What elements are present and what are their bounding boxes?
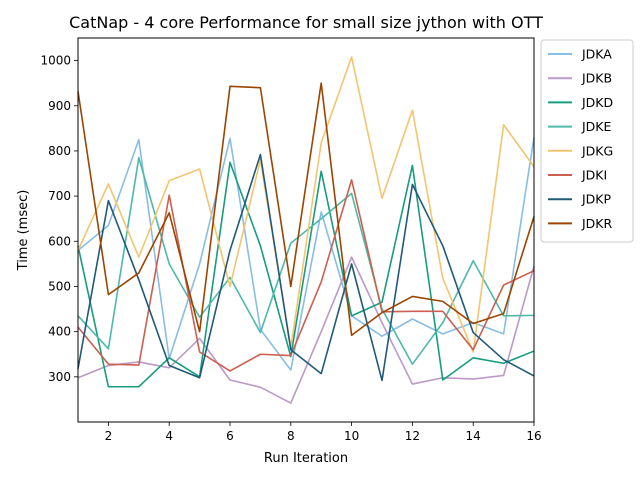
series-line-jdke — [77, 156, 535, 365]
series-line-jdkr — [77, 82, 535, 337]
x-axis-label: Run Iteration — [264, 451, 348, 466]
y-tick-label: 300 — [48, 370, 71, 384]
x-tick-label: 6 — [226, 429, 234, 443]
legend-label-jdkd: JDKD — [581, 95, 613, 110]
x-tick-label: 14 — [466, 429, 481, 443]
y-tick-label: 600 — [48, 234, 71, 248]
x-tick-label: 10 — [344, 429, 359, 443]
legend-box — [540, 39, 634, 243]
y-tick-label: 900 — [48, 99, 71, 113]
series-line-jdki — [77, 179, 535, 372]
series-line-jdkd — [77, 161, 535, 388]
series-line-jdka — [77, 137, 535, 371]
y-axis: 300 400 500 600 700 800 900 1000 — [40, 54, 78, 384]
y-axis-label: Time (msec) — [16, 190, 31, 272]
y-tick-label: 500 — [48, 279, 71, 293]
x-tick-label: 16 — [526, 429, 541, 443]
series-line-jdkg — [77, 56, 535, 353]
x-tick-label: 12 — [405, 429, 420, 443]
legend-label-jdkb: JDKB — [581, 71, 612, 86]
y-tick-label: 1000 — [40, 54, 71, 68]
x-tick-label: 2 — [105, 429, 113, 443]
series-line-jdkp — [77, 153, 535, 382]
y-tick-label: 400 — [48, 325, 71, 339]
chart-title: CatNap - 4 core Performance for small si… — [69, 13, 543, 32]
x-tick-label: 4 — [165, 429, 173, 443]
y-tick-label: 800 — [48, 144, 71, 158]
series-line-jdkb — [77, 256, 535, 404]
legend-label-jdka: JDKA — [581, 47, 612, 62]
legend-label-jdke: JDKE — [581, 119, 612, 134]
plot-frame — [77, 37, 535, 423]
x-axis: 2 4 6 8 10 12 14 16 — [105, 422, 542, 443]
legend-label-jdkr: JDKR — [581, 216, 613, 231]
legend-label-jdkp: JDKP — [581, 192, 612, 207]
series-lines — [77, 56, 535, 404]
legend-label-jdki: JDKI — [581, 168, 607, 183]
y-tick-label: 700 — [48, 189, 71, 203]
legend: JDKA JDKB JDKD JDKE JDKG JDKI JDKP JDKR — [540, 39, 634, 243]
x-tick-label: 8 — [287, 429, 295, 443]
legend-label-jdkg: JDKG — [581, 143, 613, 158]
